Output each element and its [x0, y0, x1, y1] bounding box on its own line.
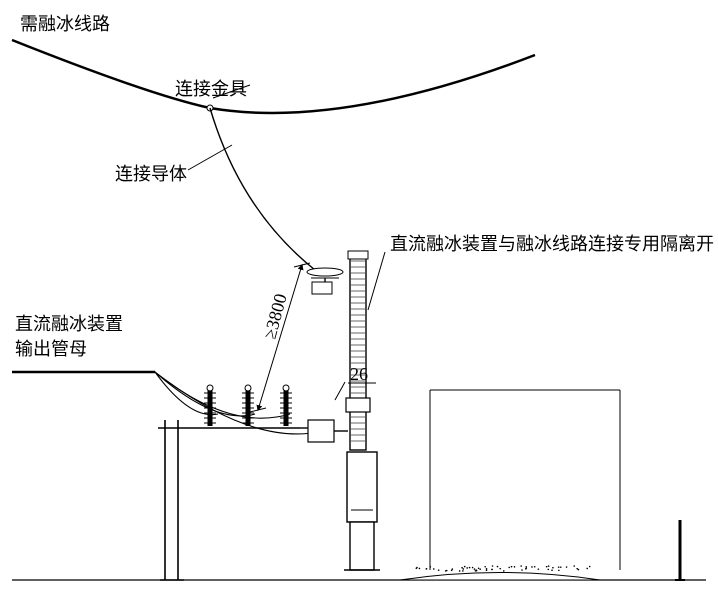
connecting-conductor-label: 连接导体	[115, 164, 187, 184]
isolator-label-leader	[368, 252, 385, 310]
post-insulator	[242, 385, 254, 426]
lower-joint	[308, 420, 334, 442]
cap-insulator	[307, 268, 343, 276]
top-joint	[312, 282, 332, 294]
connecting-conductor-label-leader	[188, 145, 232, 170]
overhead-line	[12, 40, 535, 113]
concrete-pad	[400, 573, 600, 581]
line-to-melt-label: 需融冰线路	[20, 14, 110, 34]
ref-26-label-leader	[335, 382, 345, 400]
dc-device-output-label-1: 直流融冰装置	[15, 314, 123, 334]
isolator-pedestal	[350, 522, 374, 570]
post-insulator	[280, 385, 292, 426]
isolator-column	[346, 251, 370, 450]
ref-26-label: 26	[350, 364, 368, 384]
dc-device-output-label-2: 输出管母	[15, 339, 87, 359]
isolator-label: 直流融冰装置与融冰线路连接专用隔离开	[390, 234, 714, 254]
connecting-conductor	[210, 108, 315, 270]
busbar-drop	[155, 372, 318, 434]
busbar-drop	[155, 372, 255, 416]
connector-fitting-label: 连接金具	[175, 79, 247, 99]
isolator-base	[347, 452, 377, 522]
